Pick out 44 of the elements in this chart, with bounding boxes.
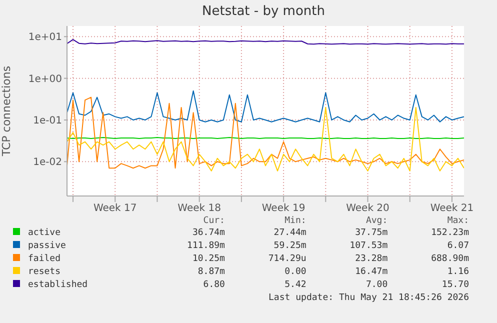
line-series bbox=[67, 96, 464, 169]
text: Last update: Thu May 21 18:45:26 2026 bbox=[268, 292, 470, 304]
x-tick-label: Week 17 bbox=[93, 203, 137, 214]
text: Cur: bbox=[202, 216, 226, 227]
x-tick-label: Week 21 bbox=[430, 203, 474, 214]
text: 714.29u bbox=[267, 253, 308, 266]
text: 6.80 bbox=[202, 279, 226, 292]
line-series bbox=[67, 106, 464, 172]
y-tick-label: 1e+01 bbox=[28, 32, 62, 44]
x-tick-label: Week 20 bbox=[346, 203, 390, 214]
text: 27.44m bbox=[272, 227, 308, 240]
text: 107.53m bbox=[348, 240, 389, 253]
y-tick-label: 1e+00 bbox=[28, 74, 62, 85]
text: 15.70 bbox=[440, 279, 470, 292]
line-series bbox=[67, 90, 464, 122]
text: Avg: bbox=[364, 216, 389, 227]
legend-label: established bbox=[27, 279, 89, 292]
y-tick-label: 1e-02 bbox=[33, 157, 62, 168]
chart-title: Netstat - by month bbox=[201, 4, 326, 20]
text: 37.75m bbox=[354, 227, 389, 240]
x-tick-label: Week 19 bbox=[262, 203, 306, 214]
text: 152.23m bbox=[430, 227, 470, 240]
legend-label: passive bbox=[27, 240, 67, 253]
text: 688.90m bbox=[430, 253, 470, 266]
y-axis-title: TCP connections bbox=[0, 66, 13, 158]
legend-label: active bbox=[27, 227, 62, 240]
x-tick-label: Week 18 bbox=[178, 203, 221, 214]
text: Min: bbox=[284, 216, 308, 227]
text: 16.47m bbox=[354, 266, 389, 279]
text: 0.00 bbox=[284, 266, 308, 279]
text: 36.74m bbox=[191, 227, 226, 240]
text: 5.42 bbox=[284, 279, 308, 292]
text: 111.89m bbox=[186, 240, 226, 253]
y-tick-label: 1e-01 bbox=[33, 116, 62, 127]
text: 6.07 bbox=[446, 240, 470, 253]
legend-label: failed bbox=[27, 253, 62, 266]
text: 1.16 bbox=[446, 266, 470, 279]
text: 59.25m bbox=[272, 240, 308, 253]
text: 7.00 bbox=[364, 279, 389, 292]
text: 10.25m bbox=[191, 253, 226, 266]
legend-label: resets bbox=[27, 266, 62, 279]
text: Max: bbox=[446, 216, 470, 227]
text: 23.28m bbox=[354, 253, 389, 266]
text: 8.87m bbox=[196, 266, 226, 279]
